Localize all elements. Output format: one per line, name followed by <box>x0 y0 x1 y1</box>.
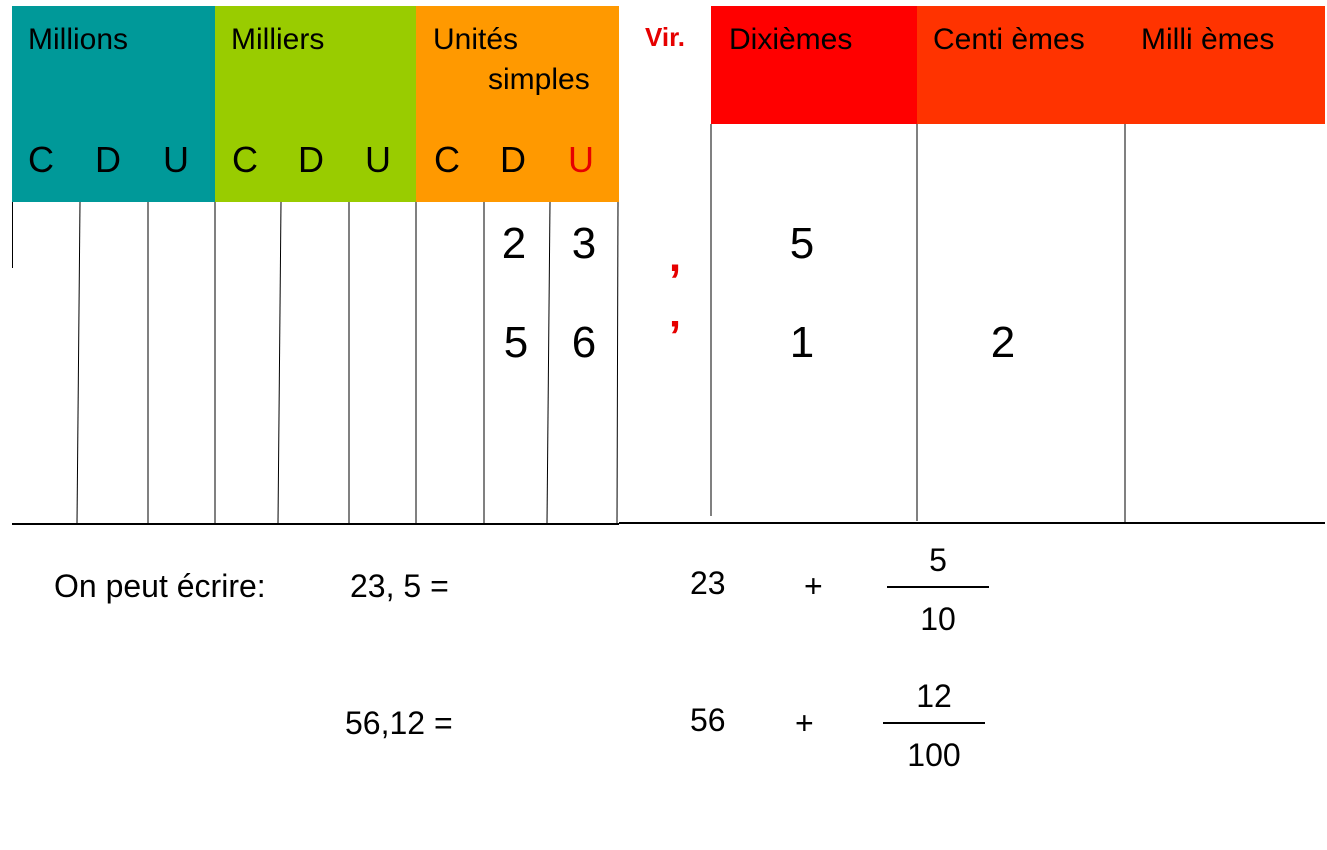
subheader-millions-d: D <box>95 139 121 180</box>
equation2-lhs: 56,12 = <box>345 705 453 741</box>
subheader-milliers-u: U <box>365 139 391 180</box>
row2-unites: 6 <box>571 318 597 367</box>
subheader-millions-u: U <box>163 139 189 180</box>
header-dixiemes: Dixièmes <box>711 6 917 124</box>
header-centiemes: Centi èmes <box>917 6 1125 124</box>
header-dixiemes-label: Dixièmes <box>729 23 853 56</box>
subheader-milliers-d: D <box>298 139 324 180</box>
equation2-integer: 56 <box>690 702 726 738</box>
header-milliemes: Milli èmes <box>1125 6 1325 124</box>
header-unites-label-line2: simples <box>488 63 590 96</box>
header-milliers: Milliers <box>215 6 416 124</box>
subheader-unites-u: U <box>568 139 594 180</box>
header-millions-label: Millions <box>28 23 129 56</box>
header-milliemes-label: Milli èmes <box>1141 23 1275 56</box>
header-virgule: Vir. <box>619 6 711 124</box>
row1-dixiemes: 5 <box>789 219 815 268</box>
equation1-lhs: 23, 5 = <box>350 568 449 604</box>
header-unites-simples: Unités simples <box>416 6 619 124</box>
equations-intro: On peut écrire: <box>54 568 266 604</box>
equation2-fraction-bar <box>883 722 985 724</box>
equation2-denominator: 100 <box>907 737 961 773</box>
table-bottom-border-left <box>12 523 619 525</box>
row2-dizaines: 5 <box>503 318 529 367</box>
subheader-milliers <box>215 124 416 202</box>
equation1-integer: 23 <box>690 565 726 601</box>
subheader-millions <box>12 124 215 202</box>
equation2-plus: + <box>795 705 814 741</box>
table-bottom-border-right <box>619 522 1325 524</box>
equation1-numerator: 5 <box>929 542 947 578</box>
subheader-millions-c: C <box>28 139 54 180</box>
subheader-unites-c: C <box>434 139 460 180</box>
header-milliers-label: Milliers <box>231 23 325 56</box>
equation1-fraction: 5 10 <box>887 540 989 640</box>
vline-left-edge <box>12 202 13 268</box>
header-virgule-label: Vir. <box>644 22 685 52</box>
subheader-milliers-c: C <box>232 139 258 180</box>
equation1-fraction-bar <box>887 586 989 588</box>
row1-dizaines: 2 <box>501 219 527 268</box>
row2-virgule: ’ <box>668 312 682 361</box>
subheader-unites-d: D <box>500 139 526 180</box>
row2-dixiemes: 1 <box>789 318 815 367</box>
subheader-unites <box>416 124 619 202</box>
header-centiemes-label: Centi èmes <box>933 23 1085 56</box>
equation1-denominator: 10 <box>920 601 956 637</box>
header-unites-label-line1: Unités <box>433 23 519 56</box>
row1-unites: 3 <box>571 219 597 268</box>
header-millions: Millions <box>12 6 215 124</box>
equation1-plus: + <box>804 568 823 604</box>
equation2-numerator: 12 <box>916 678 952 714</box>
row2-centiemes: 2 <box>990 318 1016 367</box>
row1-virgule: , <box>668 232 682 281</box>
equation2-fraction: 12 100 <box>883 676 985 776</box>
